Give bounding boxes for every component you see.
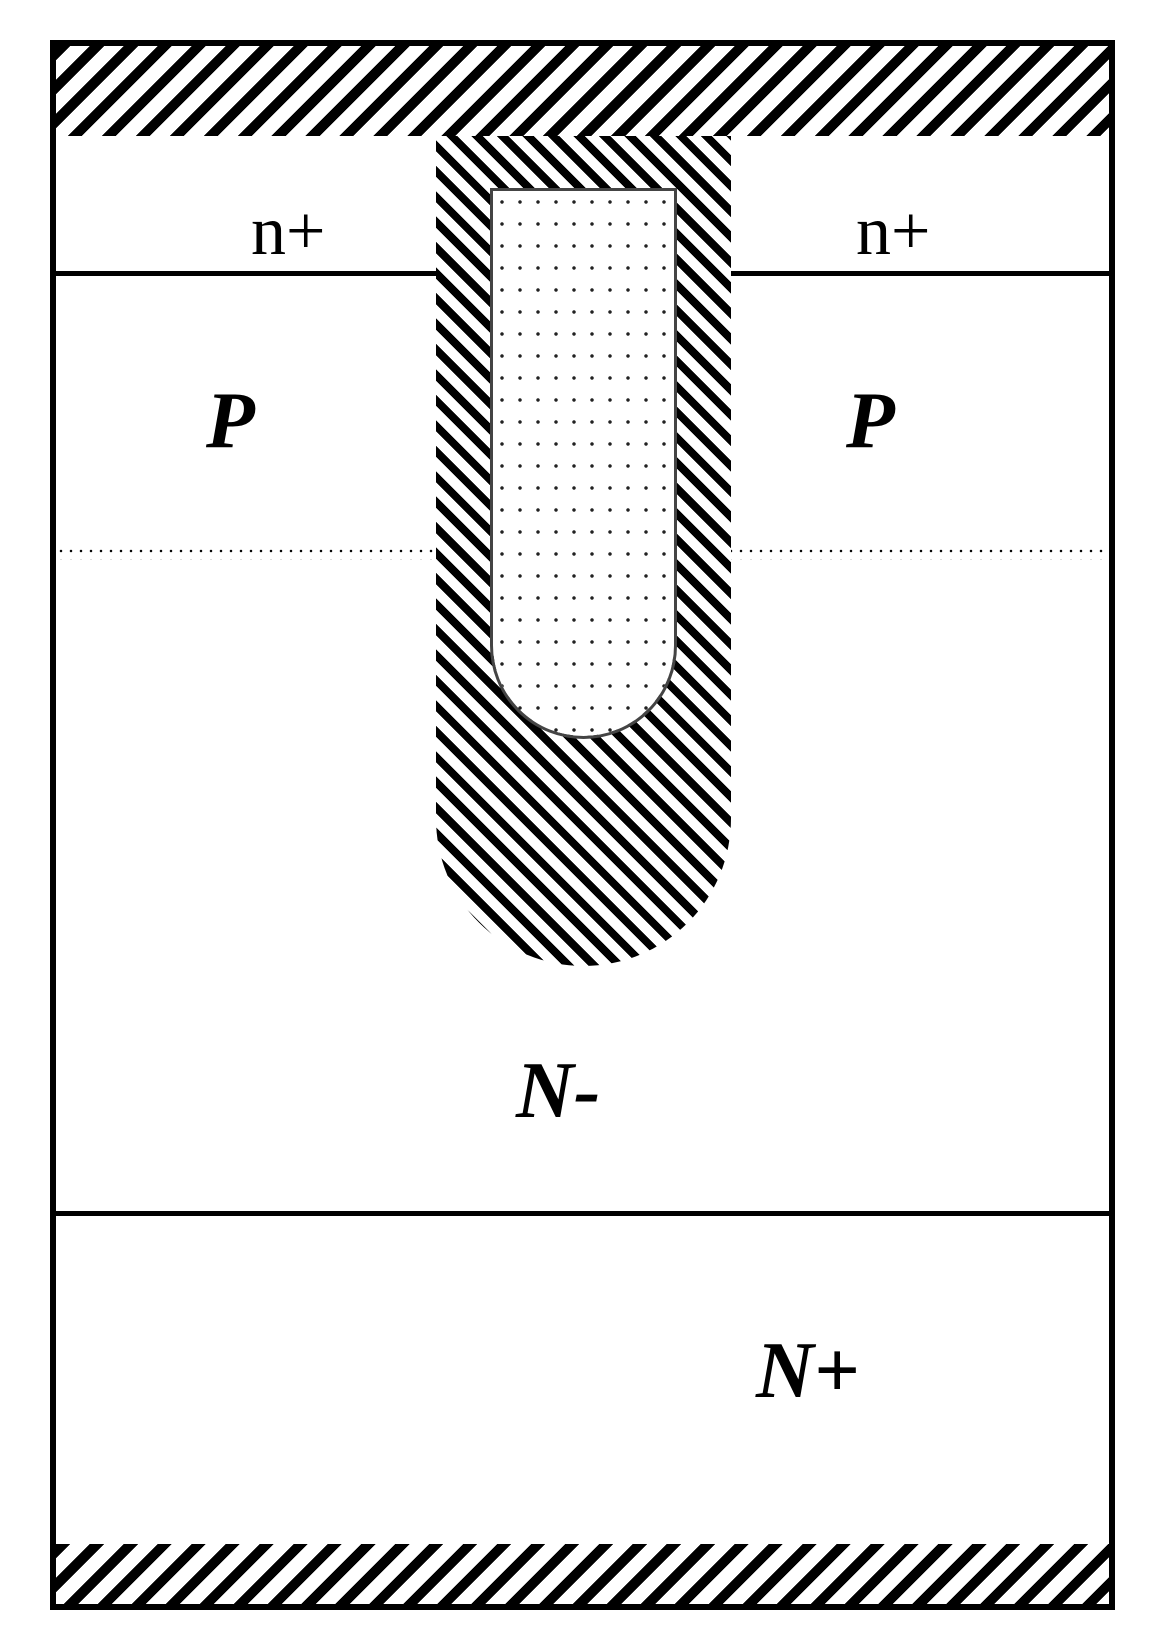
label-n-minus: N- <box>516 1046 600 1137</box>
label-p-right: P <box>846 376 895 467</box>
label-n-plus-sub: N+ <box>756 1326 859 1417</box>
label-n-plus-right: n+ <box>856 192 930 272</box>
trench-gate-poly <box>493 191 674 736</box>
bottom-metal-contact <box>56 1544 1109 1604</box>
label-p-left: P <box>206 376 255 467</box>
label-n-plus-left: n+ <box>251 192 325 272</box>
mosfet-cross-section: n+ n+ P P N- N+ <box>50 40 1115 1610</box>
n-plus-substrate-layer <box>56 1216 1109 1544</box>
top-metal-contact <box>56 46 1109 136</box>
